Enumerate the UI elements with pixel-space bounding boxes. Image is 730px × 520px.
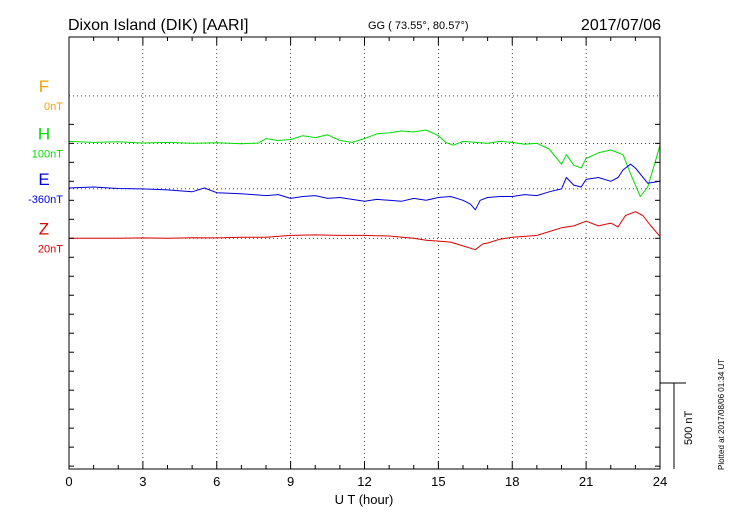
x-tick-label: 6 (213, 474, 220, 489)
series-name-h: H (38, 124, 50, 143)
plot-frame (68, 36, 661, 470)
station-title: Dixon Island (DIK) [AARI] (68, 17, 249, 34)
x-tick-label: 21 (579, 474, 593, 489)
series-lines (68, 129, 661, 251)
x-tick-label: 12 (357, 474, 371, 489)
series-name-e: E (38, 170, 49, 189)
x-tick-label: 24 (653, 474, 667, 489)
chart-date: 2017/07/06 (581, 17, 661, 34)
series-baseline-z: 20nT (38, 243, 63, 255)
x-tick-label: 9 (287, 474, 294, 489)
x-axis-label: U T (hour) (335, 492, 394, 507)
series-line-z (69, 211, 661, 251)
x-axis-ticks: 0 3 6 9 12 15 18 21 24 (65, 37, 667, 489)
series-labels: F 0nT H 100nT E -360nT Z 20nT (28, 77, 63, 255)
series-baseline-h: 100nT (32, 148, 63, 160)
series-baseline-e: -360nT (28, 194, 63, 206)
series-baseline-f: 0nT (44, 101, 63, 113)
x-tick-label: 18 (505, 474, 519, 489)
plotted-note: Plotted at 2017/08/06 01:34 UT (717, 359, 726, 470)
scale-bar: 500 nT (660, 382, 695, 469)
scale-bar-label: 500 nT (683, 410, 695, 445)
series-name-z: Z (39, 219, 49, 238)
series-name-f: F (39, 77, 49, 96)
x-tick-label: 15 (431, 474, 445, 489)
x-tick-label: 0 (65, 474, 72, 489)
x-tick-label: 3 (139, 474, 146, 489)
grid-lines (69, 37, 660, 469)
series-line-h (68, 129, 661, 197)
station-coordinates: GG ( 73.55°, 80.57°) (368, 20, 469, 32)
series-line-e (68, 163, 661, 211)
